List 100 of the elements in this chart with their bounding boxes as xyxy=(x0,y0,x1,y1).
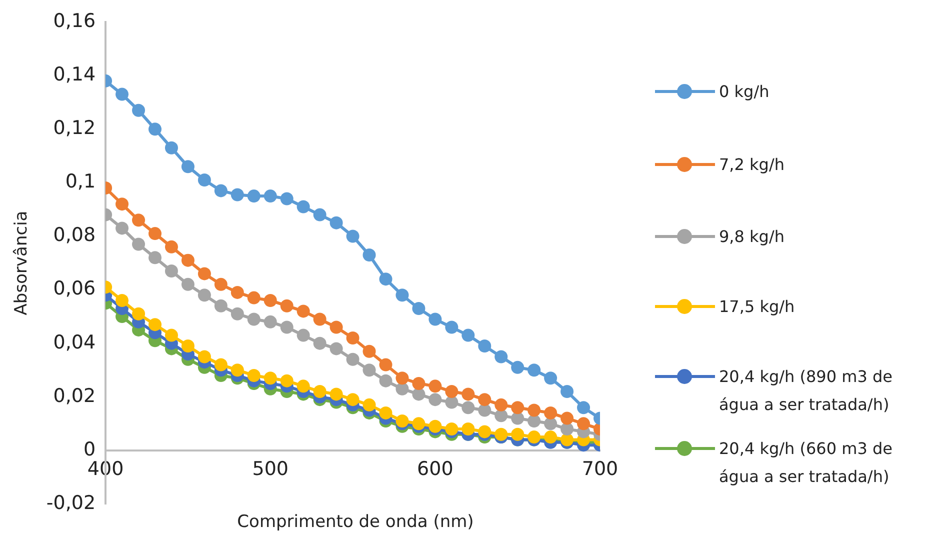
point xyxy=(445,320,458,334)
point xyxy=(445,396,458,409)
y-tick-label: -0,02 xyxy=(46,492,96,514)
y-tick-label: 0,1 xyxy=(65,170,96,193)
point xyxy=(428,393,442,406)
point xyxy=(247,190,260,203)
point xyxy=(412,377,426,390)
y-tick-label: 0,04 xyxy=(53,331,96,354)
y-tick-label: 0,14 xyxy=(53,63,96,86)
point xyxy=(560,385,574,398)
point xyxy=(494,409,508,422)
y-tick-label: 0,02 xyxy=(53,384,96,407)
point xyxy=(511,428,524,441)
point xyxy=(528,414,541,428)
y-axis-title: Absorvância xyxy=(12,210,32,316)
x-axis-title: Comprimento de onda (nm) xyxy=(236,512,475,532)
legend-label: 7,2 kg/h xyxy=(719,154,786,176)
point xyxy=(181,340,194,353)
point xyxy=(478,404,492,417)
y-tick-label: 0,12 xyxy=(53,117,96,140)
point xyxy=(313,385,326,398)
point xyxy=(544,430,558,444)
point xyxy=(247,368,260,382)
point xyxy=(296,200,310,214)
point xyxy=(280,320,294,334)
point xyxy=(313,312,326,326)
point xyxy=(577,401,590,414)
point xyxy=(247,291,260,304)
point xyxy=(198,173,211,186)
point xyxy=(280,299,294,312)
y-tick-label: 0,08 xyxy=(53,224,96,246)
point xyxy=(396,382,409,396)
y-tick-label: 0,16 xyxy=(53,10,96,32)
legend-label: 20,4 kg/h (890 m3 de água a ser tratada/h) xyxy=(719,366,894,416)
point xyxy=(428,420,442,433)
point xyxy=(478,393,492,406)
point xyxy=(214,184,228,198)
point xyxy=(116,222,129,235)
point xyxy=(132,214,146,227)
point xyxy=(230,364,244,377)
point xyxy=(462,388,475,401)
point xyxy=(330,388,343,401)
point xyxy=(132,238,146,251)
point xyxy=(214,299,228,312)
point xyxy=(198,350,211,364)
point xyxy=(132,104,146,117)
point xyxy=(511,401,524,414)
point xyxy=(164,328,178,342)
point xyxy=(494,350,508,364)
point xyxy=(346,352,360,366)
point xyxy=(494,398,508,412)
point xyxy=(511,412,524,425)
legend-label: 9,8 kg/h xyxy=(719,226,786,248)
point xyxy=(264,315,277,328)
y-tick-label: 0,06 xyxy=(53,278,96,300)
point xyxy=(396,372,409,385)
point xyxy=(412,302,426,316)
point xyxy=(511,360,524,374)
point xyxy=(148,251,162,264)
point xyxy=(198,288,211,302)
point xyxy=(164,141,178,154)
point xyxy=(296,304,310,318)
point xyxy=(379,406,392,420)
point xyxy=(280,192,294,206)
point xyxy=(544,417,558,430)
legend-label: 20,4 kg/h (660 m3 de água a ser tratada/h) xyxy=(719,438,894,488)
point xyxy=(478,340,492,353)
point xyxy=(362,398,376,412)
point xyxy=(346,331,360,344)
point xyxy=(313,336,326,350)
point xyxy=(577,417,590,430)
point xyxy=(494,428,508,441)
point xyxy=(296,328,310,342)
point xyxy=(330,216,343,230)
point xyxy=(132,307,146,320)
point xyxy=(280,374,294,388)
point xyxy=(544,372,558,385)
point xyxy=(528,430,541,444)
point xyxy=(396,288,409,302)
point xyxy=(230,307,244,320)
point xyxy=(230,286,244,299)
point xyxy=(462,422,475,436)
x-tick-label: 600 xyxy=(417,458,454,480)
point xyxy=(462,328,475,342)
point xyxy=(230,188,244,202)
point xyxy=(116,88,129,101)
point xyxy=(164,240,178,254)
point xyxy=(560,412,574,425)
point xyxy=(428,380,442,393)
point xyxy=(181,278,194,291)
point xyxy=(214,358,228,372)
point xyxy=(379,358,392,372)
x-tick-label: 400 xyxy=(87,458,124,480)
y-tick-label: 0 xyxy=(83,438,96,460)
x-tick-label: 500 xyxy=(252,458,289,480)
point xyxy=(528,364,541,377)
point xyxy=(560,433,574,446)
point xyxy=(116,294,129,307)
point xyxy=(379,272,392,286)
point xyxy=(264,294,277,307)
